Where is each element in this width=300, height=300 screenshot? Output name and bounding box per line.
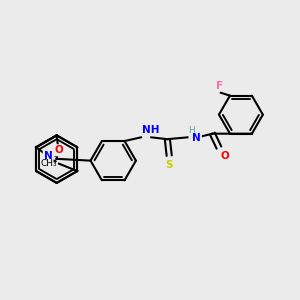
Text: CH₃: CH₃ (40, 159, 57, 168)
Text: H: H (188, 126, 195, 135)
Text: NH: NH (142, 125, 160, 135)
Text: N: N (192, 134, 201, 143)
Text: O: O (54, 145, 63, 155)
Text: S: S (165, 160, 173, 170)
Text: N: N (44, 151, 52, 161)
Text: O: O (221, 151, 230, 161)
Text: F: F (216, 81, 223, 91)
